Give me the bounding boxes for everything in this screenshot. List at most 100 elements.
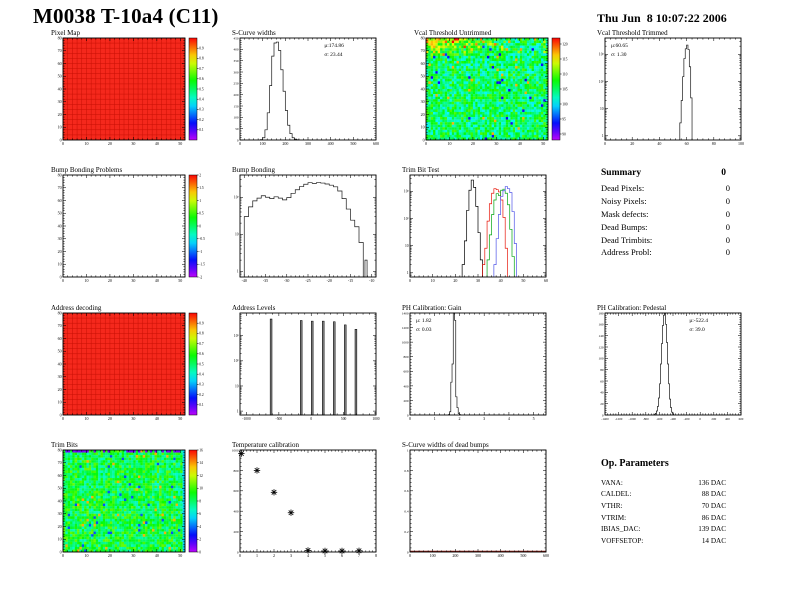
pixel-map-chart: Pixel Map 0.9 0.8 0.7 0.6 0.5 0.4 0.3 0.2 0.1 0 10 2… bbox=[51, 29, 204, 146]
svg-text:0.3: 0.3 bbox=[199, 383, 204, 387]
svg-text:40: 40 bbox=[58, 361, 62, 366]
svg-text:PH Calibration: Pedestal: PH Calibration: Pedestal bbox=[597, 304, 666, 312]
svg-text:-1400: -1400 bbox=[601, 417, 609, 421]
svg-text:50: 50 bbox=[178, 278, 182, 283]
svg-text:-30: -30 bbox=[284, 278, 289, 283]
svg-text:0: 0 bbox=[60, 412, 62, 417]
svg-text:2: 2 bbox=[458, 416, 460, 421]
svg-text:50: 50 bbox=[178, 141, 182, 146]
svg-text:-20: -20 bbox=[327, 278, 332, 283]
svg-text:20: 20 bbox=[108, 141, 112, 146]
svg-text:30: 30 bbox=[58, 236, 62, 241]
svg-text:70: 70 bbox=[58, 323, 62, 328]
svg-text:60: 60 bbox=[421, 61, 425, 66]
panel-pixel-map: Pixel Map 0.9 0.8 0.7 0.6 0.5 0.4 0.3 0.2 0.1 0 10 2… bbox=[35, 28, 230, 163]
summary-row: Noisy Pixels: 0 bbox=[601, 196, 730, 207]
svg-text:-600: -600 bbox=[656, 417, 662, 421]
svg-text:10: 10 bbox=[84, 141, 88, 146]
op-parameter-row: VTRIM: 86 DAC bbox=[601, 513, 726, 522]
svg-text:10: 10 bbox=[235, 384, 239, 388]
panel-trim-bits: Trim Bits 16 14 12 10 8 6 4 2 0 0 10 20 30 40 50 0 10 20 30… bbox=[35, 440, 230, 575]
svg-text:0.9: 0.9 bbox=[199, 47, 204, 51]
svg-text:Pixel Map: Pixel Map bbox=[51, 29, 80, 37]
op-parameter-row: VOFFSETOP: 14 DAC bbox=[601, 536, 726, 545]
svg-text:10: 10 bbox=[405, 244, 409, 248]
svg-text:150: 150 bbox=[234, 104, 239, 108]
panel-ph-calibration-gain: PH Calibration: Gain 0 1 2 3 4 5 0 200 400 600 800 1… bbox=[398, 303, 593, 438]
panel-temperature-calibration: Temperature calibration 0 1 2 3 4 5 6 7 8 0 200 400 6… bbox=[228, 440, 423, 575]
svg-text:20: 20 bbox=[58, 112, 62, 117]
svg-text:200: 200 bbox=[282, 141, 288, 146]
svg-text:80: 80 bbox=[58, 172, 62, 177]
svg-text:0.4: 0.4 bbox=[199, 373, 204, 377]
svg-text:60: 60 bbox=[685, 141, 689, 146]
svg-text:70: 70 bbox=[421, 48, 425, 53]
svg-text:40: 40 bbox=[518, 141, 522, 146]
svg-text:μ:60.65: μ:60.65 bbox=[611, 43, 628, 49]
svg-text:Vcal Threshold Trimmed: Vcal Threshold Trimmed bbox=[597, 29, 668, 37]
svg-text:0.3: 0.3 bbox=[199, 108, 204, 112]
svg-text:40: 40 bbox=[499, 278, 503, 283]
svg-text:-500: -500 bbox=[276, 417, 283, 421]
svg-text:0: 0 bbox=[604, 141, 606, 146]
svg-text:0: 0 bbox=[425, 141, 427, 146]
panel-address-decoding: Address decoding 0.9 0.8 0.7 0.6 0.5 0.4 0.3 0.2… bbox=[35, 303, 230, 438]
svg-text:100: 100 bbox=[562, 102, 568, 106]
svg-text:0.6: 0.6 bbox=[199, 352, 204, 356]
svg-text:0: 0 bbox=[60, 137, 62, 142]
svg-text:100: 100 bbox=[234, 116, 239, 120]
svg-text:50: 50 bbox=[58, 211, 62, 216]
svg-text:10: 10 bbox=[84, 278, 88, 283]
svg-text:80: 80 bbox=[600, 368, 604, 372]
panel-op-parameters: Op. Parameters VANA: 136 DAC CALDEL: 88 DAC… bbox=[593, 440, 788, 575]
svg-text:105: 105 bbox=[562, 87, 568, 91]
svg-text:160: 160 bbox=[599, 323, 604, 327]
svg-text:10: 10 bbox=[58, 262, 62, 267]
svg-text:σ: 39.0: σ: 39.0 bbox=[689, 327, 705, 333]
svg-text:Trim Bits: Trim Bits bbox=[51, 441, 78, 449]
page-datetime: Thu Jun 8 10:07:22 2006 bbox=[597, 11, 727, 25]
summary-row: Dead Pixels: 0 bbox=[601, 183, 730, 194]
svg-text:250: 250 bbox=[234, 82, 239, 86]
svg-text:2: 2 bbox=[199, 173, 201, 177]
panel-bump-bonding-problems: Bump Bonding Problems 2 1.5 1 0.5 0 -0.5 -1 -1.5… bbox=[35, 165, 230, 300]
summary-total: 0 bbox=[721, 168, 726, 178]
svg-text:0.5: 0.5 bbox=[199, 212, 204, 216]
svg-text:120: 120 bbox=[599, 345, 604, 349]
svg-text:3: 3 bbox=[483, 416, 485, 421]
summary-heading: Summary bbox=[601, 168, 642, 178]
svg-text:0: 0 bbox=[699, 417, 701, 421]
svg-text:0: 0 bbox=[423, 137, 425, 142]
svg-text:10: 10 bbox=[431, 278, 435, 283]
bump-bonding-chart: Bump Bonding -40 -35 -30 -25 -20 -15 -10 1 10 10² bbox=[232, 166, 377, 283]
svg-text:0: 0 bbox=[602, 413, 604, 417]
panel-scurve-dead-bumps: S-Curve widths of dead bumps 0 100 200 300 40… bbox=[398, 440, 593, 575]
svg-text:1.5: 1.5 bbox=[199, 186, 204, 190]
svg-text:600: 600 bbox=[373, 141, 379, 146]
svg-text:20: 20 bbox=[630, 141, 634, 146]
svg-text:200: 200 bbox=[234, 93, 239, 97]
svg-text:80: 80 bbox=[58, 35, 62, 40]
svg-text:-1000: -1000 bbox=[242, 417, 251, 421]
panel-scurve-widths: S-Curve widths 0 100 200 300 400 500 600 0 50 100 1… bbox=[228, 28, 423, 163]
svg-text:400: 400 bbox=[725, 417, 730, 421]
svg-text:80: 80 bbox=[58, 310, 62, 315]
svg-text:30: 30 bbox=[421, 99, 425, 104]
svg-text:20: 20 bbox=[600, 402, 604, 406]
svg-text:450: 450 bbox=[234, 36, 239, 40]
svg-text:50: 50 bbox=[541, 141, 545, 146]
svg-text:0.6: 0.6 bbox=[199, 77, 204, 81]
svg-text:70: 70 bbox=[58, 185, 62, 190]
op-parameters-heading: Op. Parameters bbox=[601, 458, 669, 469]
svg-text:40: 40 bbox=[155, 278, 159, 283]
svg-text:500: 500 bbox=[350, 141, 356, 146]
panel-trim-bit-test: Trim Bit Test 0 10 20 30 40 50 60 1 10 10² 10³ bbox=[398, 165, 593, 300]
svg-text:180: 180 bbox=[599, 311, 604, 315]
svg-text:400: 400 bbox=[234, 48, 239, 52]
svg-text:-2: -2 bbox=[199, 275, 202, 279]
svg-text:0.7: 0.7 bbox=[199, 67, 204, 71]
svg-text:30: 30 bbox=[494, 141, 498, 146]
